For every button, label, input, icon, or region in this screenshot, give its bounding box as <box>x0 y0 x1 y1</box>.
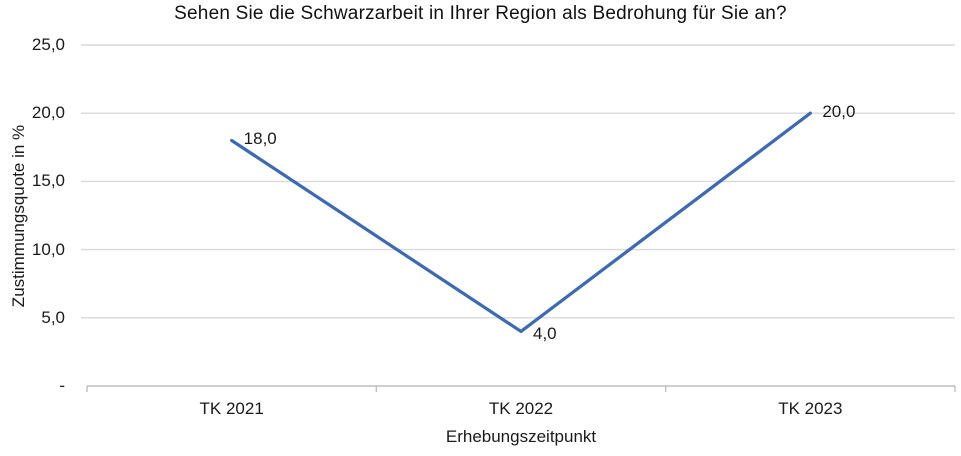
y-tick-label: 15,0 <box>31 171 65 191</box>
series-line <box>230 111 812 334</box>
y-axis-title: Zustimmungsquote in % <box>9 124 28 308</box>
data-label: 20,0 <box>822 102 856 122</box>
y-tick-label: 25,0 <box>31 35 65 54</box>
x-axis-title: Erhebungszeitpunkt <box>445 427 597 446</box>
x-category-label: TK 2021 <box>199 399 264 418</box>
plot-area <box>81 44 956 392</box>
y-tick-label: 20,0 <box>31 103 65 123</box>
data-label: 18,0 <box>243 129 277 149</box>
y-tick-label: 10,0 <box>31 239 65 259</box>
x-category-label: TK 2023 <box>778 399 843 418</box>
x-category-label: TK 2022 <box>488 399 554 418</box>
y-tick-label: 5,0 <box>41 307 65 327</box>
chart-title: Sehen Sie die Schwarzarbeit in Ihrer Reg… <box>174 3 787 24</box>
data-label: 4,0 <box>533 324 557 344</box>
y-tick-label-zero: - <box>59 376 65 395</box>
